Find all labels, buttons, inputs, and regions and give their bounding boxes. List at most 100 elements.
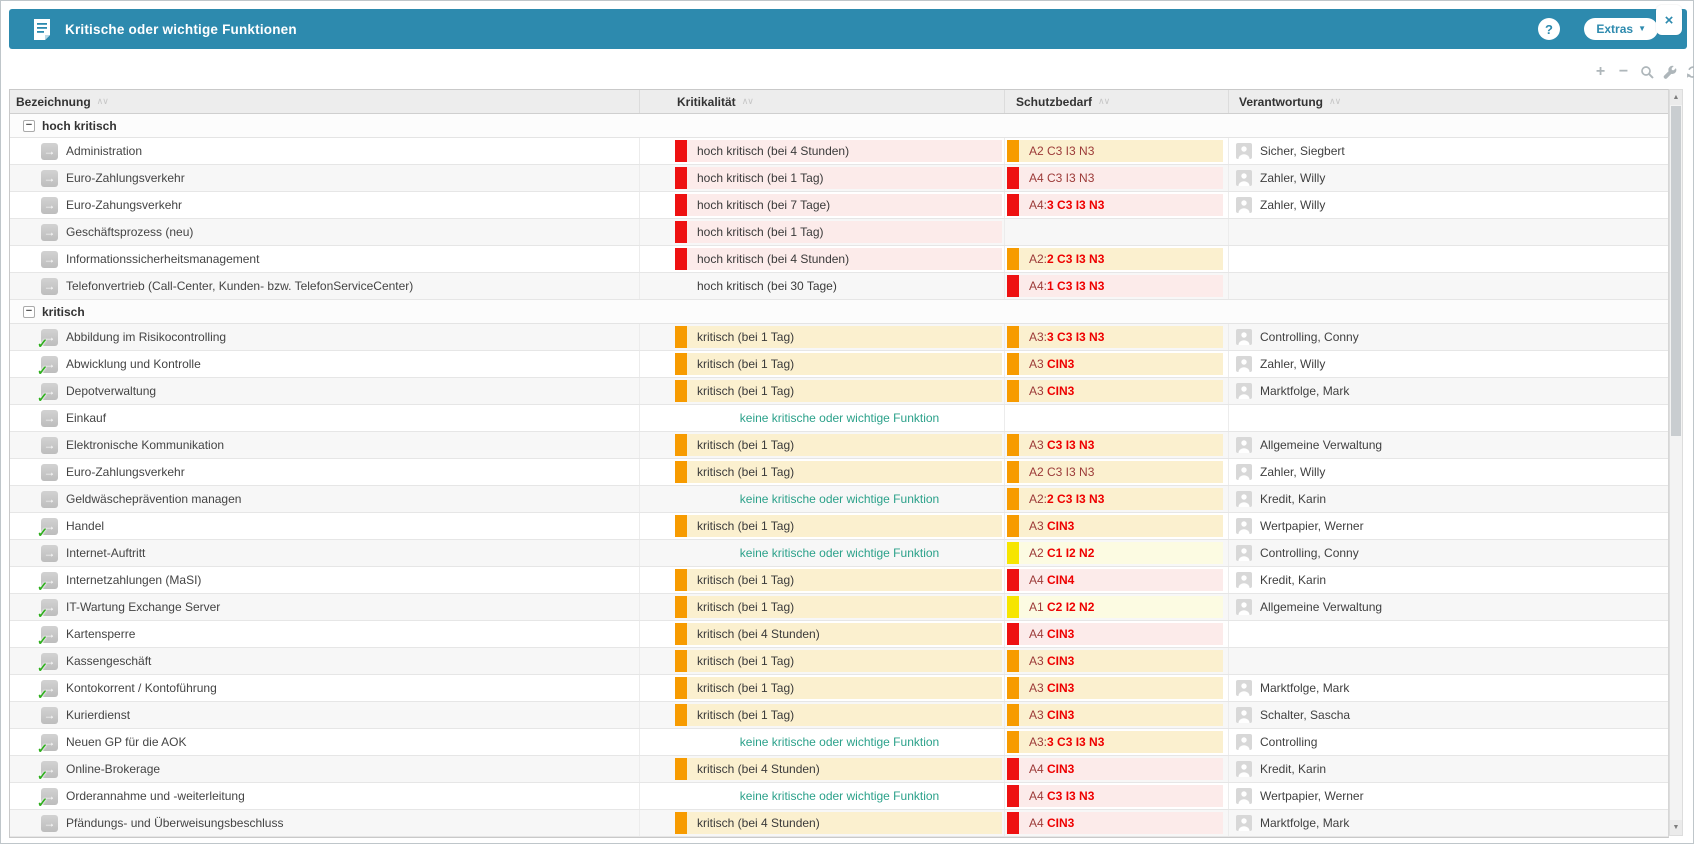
table-row[interactable]: → Einkauf keine kritische oder wichtige Fu…	[10, 405, 1668, 432]
open-item-icon[interactable]: →	[41, 814, 58, 832]
criticality-color-bar	[675, 704, 687, 726]
open-item-icon[interactable]: → ✓	[37, 652, 58, 675]
function-name: Internet-Auftritt	[66, 546, 146, 560]
table-row[interactable]: → Euro-Zahlungsverkehr kritisch (bei 1 Tag…	[10, 459, 1668, 486]
criticality-label: kritisch (bei 1 Tag)	[697, 600, 795, 614]
criticality-color-bar	[675, 434, 687, 456]
group-row[interactable]: − kritisch	[10, 300, 1668, 324]
responsible-name: Allgemeine Verwaltung	[1260, 438, 1383, 452]
open-item-icon[interactable]: → ✓	[37, 571, 58, 594]
sort-icon[interactable]: ∧∨	[96, 96, 109, 106]
open-item-icon[interactable]: →	[41, 277, 58, 295]
criticality-color-bar	[675, 221, 687, 243]
open-item-icon[interactable]: →	[41, 490, 58, 508]
protection-color-bar	[1007, 704, 1019, 726]
sort-icon[interactable]: ∧∨	[1098, 96, 1110, 106]
group-row[interactable]: − hoch kritisch	[10, 114, 1668, 138]
open-item-icon[interactable]: → ✓	[37, 598, 58, 621]
column-header-schutzbedarf[interactable]: Schutzbedarf ∧∨	[1004, 90, 1228, 113]
table-row[interactable]: → Informationssicherheitsmanagement hoch k…	[10, 246, 1668, 273]
column-header-verantwortung[interactable]: Verantwortung ∧∨	[1228, 90, 1668, 113]
open-item-icon[interactable]: → ✓	[37, 787, 58, 810]
open-item-icon[interactable]: →	[41, 463, 58, 481]
table-row[interactable]: → ✓ Online-Brokerage kritisch (bei 4 Stunde…	[10, 756, 1668, 783]
open-item-icon[interactable]: →	[41, 223, 58, 241]
table-row[interactable]: → Internet-Auftritt keine kritische oder w…	[10, 540, 1668, 567]
cell-verantwortung: Kredit, Karin	[1228, 756, 1668, 782]
help-button[interactable]: ?	[1538, 18, 1560, 40]
protection-badge: A3: 3 C3 I3 N3	[1007, 731, 1223, 753]
table-row[interactable]: → Telefonvertrieb (Call-Center, Kunden- b…	[10, 273, 1668, 300]
cell-schutzbedarf: A4 CIN3	[1004, 810, 1228, 836]
table-row[interactable]: → ✓ Kassengeschäft kritisch (bei 1 Tag) A3 C…	[10, 648, 1668, 675]
column-header-bezeichnung[interactable]: Bezeichnung ∧∨	[16, 94, 109, 109]
sort-icon[interactable]: ∧∨	[1329, 96, 1341, 106]
open-item-icon[interactable]: →	[41, 544, 58, 562]
open-item-icon[interactable]: → ✓	[37, 760, 58, 783]
add-icon[interactable]: +	[1595, 63, 1606, 80]
table-row[interactable]: → ✓ Handel kritisch (bei 1 Tag) A3 CIN3 Wertp…	[10, 513, 1668, 540]
table-row[interactable]: → Kurierdienst kritisch (bei 1 Tag) A3 CIN3…	[10, 702, 1668, 729]
collapse-icon[interactable]: −	[23, 119, 35, 132]
criticality-label: hoch kritisch (bei 4 Stunden)	[697, 144, 850, 158]
table-row[interactable]: → ✓ Neuen GP für die AOK keine kritische od…	[10, 729, 1668, 756]
arrow-right-icon: →	[43, 357, 56, 371]
open-item-icon[interactable]: → ✓	[37, 382, 58, 405]
table-row[interactable]: → ✓ Depotverwaltung kritisch (bei 1 Tag) A3 …	[10, 378, 1668, 405]
open-item-icon[interactable]: → ✓	[37, 355, 58, 378]
close-button[interactable]: ×	[1656, 5, 1682, 35]
search-icon[interactable]	[1639, 64, 1654, 80]
table-row[interactable]: → Euro-Zahungsverkehr hoch kritisch (bei 7…	[10, 192, 1668, 219]
column-header-kritikalitaet[interactable]: Kritikalität ∧∨	[639, 90, 1004, 113]
open-item-icon[interactable]: →	[41, 196, 58, 214]
check-icon: ✓	[37, 605, 48, 621]
refresh-icon[interactable]	[1685, 64, 1694, 80]
function-name: Administration	[66, 144, 143, 158]
open-item-icon[interactable]: →	[41, 706, 58, 724]
scroll-down-icon[interactable]: ▼	[1670, 820, 1682, 835]
protection-color-bar	[1007, 488, 1019, 510]
remove-icon[interactable]: −	[1618, 63, 1629, 80]
vertical-scrollbar[interactable]: ▲ ▼	[1669, 89, 1683, 836]
check-icon: ✓	[37, 335, 48, 351]
open-item-icon[interactable]: →	[41, 250, 58, 268]
table-row[interactable]: → Euro-Zahlungsverkehr hoch kritisch (bei …	[10, 165, 1668, 192]
protection-color-bar	[1007, 596, 1019, 618]
table-row[interactable]: → Geschäftsprozess (neu) hoch kritisch (be…	[10, 219, 1668, 246]
arrow-right-icon: →	[43, 171, 56, 185]
table-row[interactable]: → ✓ Kontokorrent / Kontoführung kritisch (b…	[10, 675, 1668, 702]
responsible-name: Marktfolge, Mark	[1260, 816, 1350, 830]
scroll-up-icon[interactable]: ▲	[1670, 90, 1682, 105]
cell-schutzbedarf: A1 C2 I2 N2	[1004, 594, 1228, 620]
table-row[interactable]: → ✓ Abwicklung und Kontrolle kritisch (bei …	[10, 351, 1668, 378]
scrollbar-thumb[interactable]	[1671, 106, 1681, 436]
open-item-icon[interactable]: →	[41, 169, 58, 187]
sort-icon[interactable]: ∧∨	[741, 96, 754, 106]
open-item-icon[interactable]: → ✓	[37, 328, 58, 351]
function-name: Orderannahme und -weiterleitung	[66, 789, 245, 803]
open-item-icon[interactable]: → ✓	[37, 517, 58, 540]
criticality-color-bar	[675, 167, 687, 189]
table-row[interactable]: → Pfändungs- und Überweisungsbeschluss kri…	[10, 810, 1668, 837]
table-row[interactable]: → ✓ Orderannahme und -weiterleitung keine k…	[10, 783, 1668, 810]
open-item-icon[interactable]: →	[41, 436, 58, 454]
cell-verantwortung: Wertpapier, Werner	[1228, 783, 1668, 809]
wrench-icon[interactable]	[1662, 64, 1677, 80]
open-item-icon[interactable]: → ✓	[37, 679, 58, 702]
table-row[interactable]: → Administration hoch kritisch (bei 4 Stun…	[10, 138, 1668, 165]
table-row[interactable]: → ✓ Internetzahlungen (MaSI) kritisch (bei …	[10, 567, 1668, 594]
collapse-icon[interactable]: −	[23, 305, 35, 318]
open-item-icon[interactable]: → ✓	[37, 625, 58, 648]
table-row[interactable]: → ✓ Kartensperre kritisch (bei 4 Stunden) A4…	[10, 621, 1668, 648]
table-row[interactable]: → Geldwäscheprävention managen keine kriti…	[10, 486, 1668, 513]
open-item-icon[interactable]: →	[41, 409, 58, 427]
arrow-right-icon: →	[43, 573, 56, 587]
table-row[interactable]: → Elektronische Kommunikation kritisch (be…	[10, 432, 1668, 459]
open-item-icon[interactable]: → ✓	[37, 733, 58, 756]
extras-button[interactable]: Extras ▼	[1584, 18, 1658, 40]
table-row[interactable]: → ✓ IT-Wartung Exchange Server kritisch (be…	[10, 594, 1668, 621]
person-icon	[1236, 491, 1252, 507]
table-row[interactable]: → ✓ Abbildung im Risikocontrolling kritisch…	[10, 324, 1668, 351]
open-item-icon[interactable]: →	[41, 142, 58, 160]
